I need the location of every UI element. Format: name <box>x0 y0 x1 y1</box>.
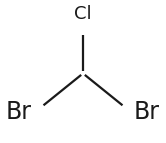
Text: Br: Br <box>134 100 160 124</box>
Text: Cl: Cl <box>74 5 92 23</box>
Text: Br: Br <box>6 100 32 124</box>
